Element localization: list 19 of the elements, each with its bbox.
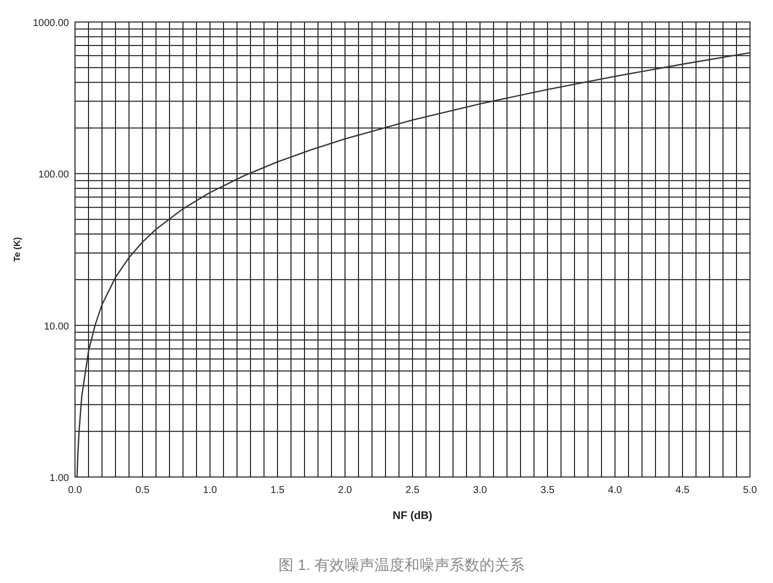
x-tick-label: 5.0 [743, 485, 758, 496]
x-tick-label: 1.5 [270, 485, 285, 496]
x-tick-label: 3.5 [540, 485, 555, 496]
y-tick-label: 1.00 [50, 473, 70, 484]
x-tick-label: 0.0 [68, 485, 82, 496]
x-tick-label: 2.0 [338, 485, 352, 496]
line-series [76, 52, 751, 478]
x-tick-label: 2.5 [406, 485, 420, 496]
x-tick-label: 4.0 [608, 485, 622, 496]
y-tick-label: 100.00 [38, 170, 70, 181]
x-tick-label: 3.0 [473, 485, 488, 496]
x-tick-label: 0.5 [136, 485, 150, 496]
x-axis-title: NF (dB) [392, 510, 433, 522]
y-tick-label: 1000.00 [32, 18, 70, 29]
y-axis-title: Te (K) [12, 237, 22, 262]
x-tick-label: 1.0 [203, 485, 218, 496]
caption: 图 1. 有效噪声温度和噪声系数的关系 [278, 557, 524, 574]
x-tick-label: 4.5 [676, 485, 690, 496]
y-tick-label: 10.00 [44, 321, 70, 332]
